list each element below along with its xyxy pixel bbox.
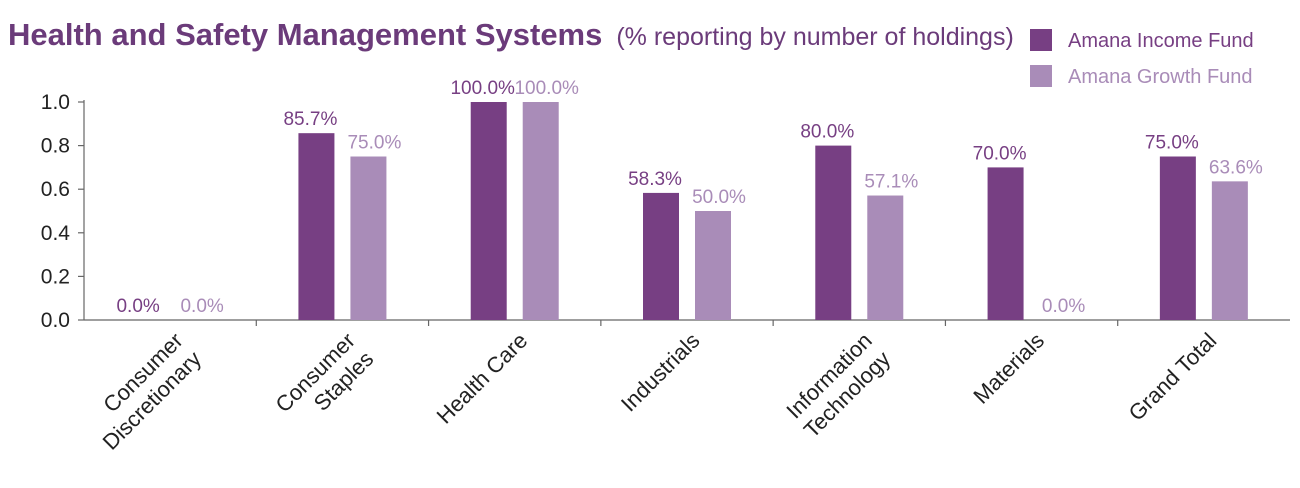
data-label: 63.6% xyxy=(1209,157,1263,178)
legend-label: Amana Income Fund xyxy=(1068,30,1254,52)
data-label: 75.0% xyxy=(1145,133,1199,154)
bar-income xyxy=(470,102,507,320)
data-label: 0.0% xyxy=(1042,296,1085,317)
bar-growth xyxy=(695,211,731,320)
data-label: 100.0% xyxy=(450,78,515,99)
bar-income xyxy=(987,167,1024,320)
bar-income xyxy=(643,192,679,320)
data-label: 80.0% xyxy=(800,122,854,143)
category-label: ConsumerDiscretionary xyxy=(79,328,206,455)
bar-income xyxy=(298,133,335,320)
data-label: 100.0% xyxy=(514,78,579,99)
bars xyxy=(298,102,1248,320)
category-label: Grand Total xyxy=(1124,328,1222,426)
y-tick-label: 0.4 xyxy=(41,222,71,245)
data-label: 0.0% xyxy=(116,296,159,317)
axes: 0.0 0.2 0.4 0.6 0.8 1.0 xyxy=(41,91,1290,332)
data-label: 58.3% xyxy=(628,169,682,190)
legend-swatch xyxy=(1030,65,1052,87)
y-tick-label: 0.8 xyxy=(41,135,70,158)
y-tick-label: 0.2 xyxy=(41,265,70,288)
data-labels: 0.0% 0.0% 85.7% 75.0% 100.0% 100.0% 58.3% 50.0%… xyxy=(116,78,1262,317)
legend-swatch xyxy=(1030,29,1052,51)
bar-growth xyxy=(522,102,559,320)
category-labels: ConsumerDiscretionary ConsumerStaples Heal… xyxy=(79,328,1222,455)
y-tick-label: 0.6 xyxy=(41,178,70,201)
chart-title: Health and Safety Management Systems (% … xyxy=(8,17,1014,52)
data-label: 70.0% xyxy=(973,143,1027,164)
category-label: InformationTechnology xyxy=(780,328,895,443)
data-label: 57.1% xyxy=(864,172,918,193)
bar-income xyxy=(815,145,852,320)
category-label: Industrials xyxy=(616,328,705,417)
category-label: ConsumerStaples xyxy=(271,328,379,436)
bar-growth xyxy=(1211,181,1248,320)
bar-growth xyxy=(350,156,387,320)
data-label: 0.0% xyxy=(180,296,223,317)
category-label: Materials xyxy=(968,328,1049,409)
category-label: Health Care xyxy=(432,328,533,429)
legend: Amana Income Fund Amana Growth Fund xyxy=(1030,29,1254,88)
bar-growth xyxy=(867,195,904,320)
bar-income xyxy=(1159,156,1196,320)
data-label: 75.0% xyxy=(347,133,401,154)
data-label: 85.7% xyxy=(283,109,337,130)
y-tick-label: 0.0 xyxy=(41,309,70,332)
legend-label: Amana Growth Fund xyxy=(1068,66,1253,88)
data-label: 50.0% xyxy=(692,187,746,208)
y-tick-label: 1.0 xyxy=(41,91,70,114)
